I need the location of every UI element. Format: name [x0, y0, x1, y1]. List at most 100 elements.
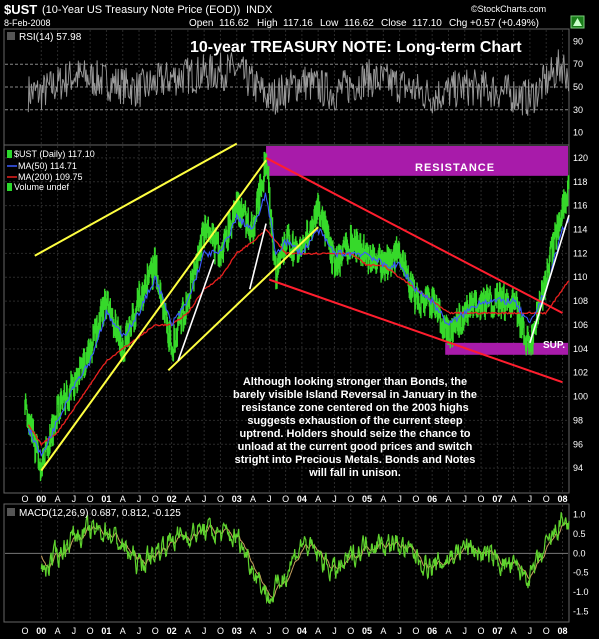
x-axis-month-label: O — [543, 626, 550, 636]
resistance-label: RESISTANCE — [415, 162, 495, 174]
macd-line — [40, 512, 570, 605]
header-exchange: INDX — [246, 4, 273, 16]
low-label: Low — [320, 18, 339, 29]
resistance-zone — [266, 146, 568, 176]
macd-tick-label: -1.0 — [573, 587, 589, 597]
x-axis-month-label: J — [397, 626, 402, 636]
x-axis-year-label: 06 — [427, 626, 437, 636]
x-axis-month-label: J — [463, 626, 468, 636]
high-value: 117.16 — [283, 18, 313, 29]
price-grid — [5, 146, 568, 492]
close-label: Close — [381, 18, 407, 29]
x-axis-year-label: 07 — [492, 626, 502, 636]
open-value: 116.62 — [219, 18, 249, 29]
header-bg — [0, 0, 599, 29]
x-axis-year-label: 08 — [557, 494, 567, 504]
x-axis-middle: O 00 A J O 01 A J O 02 A J O 03 A J O 04 A J O 05 A J O 06 A J O 07 A J… — [21, 494, 567, 504]
x-axis-month-label: O — [152, 626, 159, 636]
x-axis-year-label: 01 — [101, 626, 111, 636]
macd-tick-label: -0.5 — [573, 568, 589, 578]
x-axis-month-label: O — [478, 494, 485, 504]
price-tick-label: 108 — [573, 296, 588, 306]
rsi-legend-swatch — [7, 32, 15, 40]
x-axis-month-label: O — [152, 494, 159, 504]
x-axis-month-label: A — [185, 626, 191, 636]
rsi-tick-label: 10 — [573, 128, 583, 138]
macd-legend-label: MACD(12,26,9) 0.687, 0.812, -0.125 — [19, 508, 181, 519]
macd-tick-label: -1.5 — [573, 606, 589, 616]
x-axis-month-label: A — [250, 626, 256, 636]
volume-legend-label: Volume undef — [14, 182, 70, 192]
price-zones — [266, 146, 568, 355]
rsi-legend: RSI(14) 57.98 — [7, 32, 82, 43]
price-tick-label: 96 — [573, 439, 583, 449]
x-axis-month-label: J — [72, 626, 77, 636]
x-axis-month-label: J — [72, 494, 77, 504]
price-legend: $UST (Daily) 117.10 MA(50) 114.71 MA(200… — [7, 149, 95, 192]
rsi-tick-label: 70 — [573, 59, 583, 69]
x-axis-month-label: O — [412, 626, 419, 636]
x-axis-month-label: J — [202, 626, 207, 636]
chg-label: Chg — [449, 18, 467, 29]
x-axis-year-label: 02 — [167, 626, 177, 636]
macd-panel: -1.5 -1.0 -0.5 0.0 0.5 1.0 MACD(12,26,9) 0.68… — [3, 503, 589, 623]
x-axis-year-label: 05 — [362, 494, 372, 504]
x-axis-month-label: O — [87, 494, 94, 504]
x-axis-month-label: A — [120, 494, 126, 504]
rsi-tick-label: 50 — [573, 82, 583, 92]
x-axis-month-label: A — [185, 494, 191, 504]
x-axis-month-label: J — [463, 494, 468, 504]
ma50-legend-label: MA(50) 114.71 — [18, 161, 77, 171]
chg-value: +0.57 (+0.49%) — [470, 18, 539, 29]
x-axis-month-label: J — [202, 494, 207, 504]
x-axis-year-label: 02 — [167, 494, 177, 504]
x-axis-year-label: 05 — [362, 626, 372, 636]
price-tick-label: 102 — [573, 368, 588, 378]
x-axis-month-label: J — [267, 494, 272, 504]
x-axis-month-label: A — [315, 626, 321, 636]
white-trendline — [248, 223, 267, 290]
x-axis-year-label: 00 — [36, 494, 46, 504]
support-label: SUP. — [543, 340, 565, 351]
x-axis-month-label: O — [217, 626, 224, 636]
x-axis-month-label: A — [315, 494, 321, 504]
close-value: 117.10 — [412, 18, 442, 29]
x-axis-month-label: O — [543, 494, 550, 504]
ma50-line — [27, 192, 570, 457]
volume-legend-swatch — [7, 183, 12, 191]
x-axis-month-label: J — [332, 626, 337, 636]
chart-title: 10-year TREASURY NOTE: Long-term Chart — [190, 39, 522, 56]
white-trendline — [529, 214, 570, 344]
x-axis-month-label: A — [120, 626, 126, 636]
yellow-trendline — [167, 226, 319, 372]
header-quote: Open 116.62 High 117.16 Low 116.62 Close… — [189, 18, 539, 29]
price-tick-label: 104 — [573, 344, 588, 354]
macd-tick-label: 1.0 — [573, 510, 586, 520]
x-axis-bottom: O 00 A J O 01 A J O 02 A J O 03 A J O 04 A J O 05 A J O 06 A J O 07 A J… — [21, 626, 567, 636]
x-axis-year-label: 04 — [297, 626, 307, 636]
x-axis-month-label: J — [137, 626, 142, 636]
x-axis-year-label: 07 — [492, 494, 502, 504]
x-axis-month-label: J — [528, 494, 533, 504]
price-legend-label: $UST (Daily) 117.10 — [14, 149, 95, 159]
support-zone — [445, 342, 568, 355]
annotation-text: Although looking stronger than Bonds, th… — [233, 376, 477, 476]
x-axis-month-label: A — [445, 494, 451, 504]
x-axis-year-label: 03 — [232, 494, 242, 504]
rsi-tick-label: 90 — [573, 36, 583, 46]
price-tick-label: 112 — [573, 248, 587, 258]
price-tick-label: 100 — [573, 392, 588, 402]
x-axis-year-label: 04 — [297, 494, 307, 504]
rsi-tick-label: 30 — [573, 105, 583, 115]
x-axis-year-label: 03 — [232, 626, 242, 636]
price-panel: 949698100102104106108110112114116118120 … — [3, 142, 588, 494]
x-axis-month-label: O — [478, 626, 485, 636]
x-axis-year-label: 00 — [36, 626, 46, 636]
x-axis-month-label: A — [511, 494, 517, 504]
x-axis-month-label: O — [282, 626, 289, 636]
x-axis-month-label: A — [380, 494, 386, 504]
rsi-legend-label: RSI(14) 57.98 — [19, 32, 82, 43]
price-legend-swatch — [7, 150, 12, 158]
macd-tick-labels: -1.5 -1.0 -0.5 0.0 0.5 1.0 — [573, 510, 589, 617]
price-tick-label: 94 — [573, 463, 583, 473]
